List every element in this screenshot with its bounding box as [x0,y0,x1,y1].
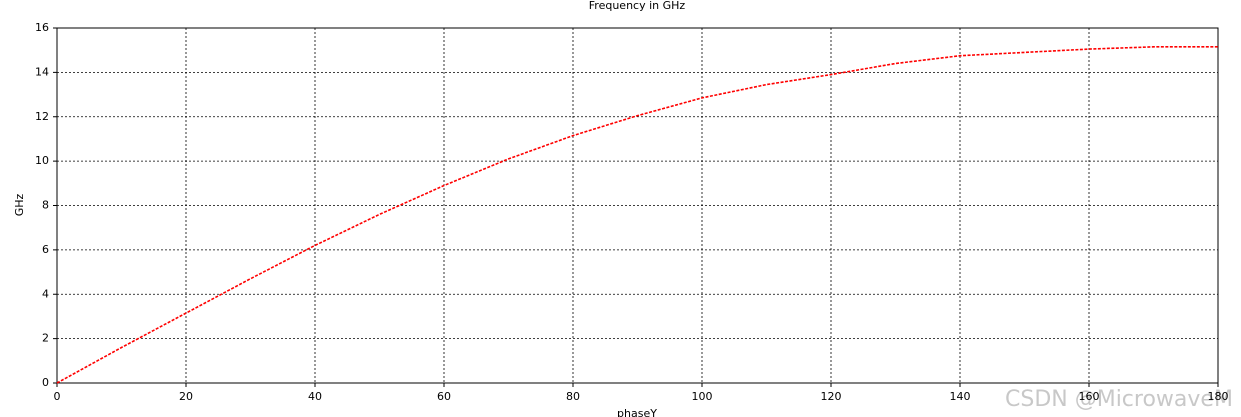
x-tick-label: 100 [692,390,713,403]
x-tick-label: 160 [1079,390,1100,403]
x-tick-label: 120 [821,390,842,403]
y-tick-label: 14 [35,65,49,78]
y-tick-label: 4 [42,287,49,300]
chart-title: Frequency in GHz [589,0,686,12]
x-tick-label: 60 [437,390,451,403]
plot-frame [56,27,1219,384]
y-tick-label: 0 [42,376,49,389]
y-tick-label: 10 [35,154,49,167]
x-axis-label: phaseY [617,407,657,417]
x-tick-label: 20 [179,390,193,403]
x-tick-label: 140 [950,390,971,403]
x-tick-label: 180 [1208,390,1229,403]
watermark: CSDN @MicrowaveM [1005,387,1233,412]
x-tick-label: 80 [566,390,580,403]
data-line [56,46,1218,384]
y-tick-label: 8 [42,199,49,212]
y-axis-label: GHz [13,193,26,216]
y-tick-label: 16 [35,21,49,34]
y-tick-label: 12 [35,110,49,123]
x-tick-label: 40 [308,390,322,403]
y-tick-label: 6 [42,243,49,256]
x-tick-label: 0 [54,390,61,403]
y-tick-label: 2 [42,332,49,345]
